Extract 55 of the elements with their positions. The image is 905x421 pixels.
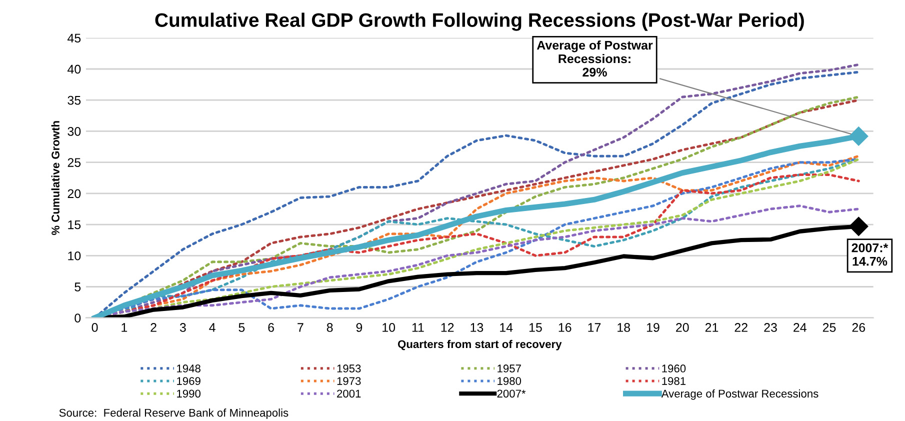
- x-tick-label: 25: [822, 323, 836, 332]
- y-tick-label: 45: [68, 34, 81, 43]
- chart-title: Cumulative Real GDP Growth Following Recessions (Post-War Period): [155, 12, 804, 31]
- x-tick-label: 13: [470, 323, 484, 332]
- x-tick-label: 3: [180, 323, 186, 332]
- x-tick-label: 10: [382, 323, 396, 332]
- y-axis-title: % Cumulative Growth: [51, 121, 60, 236]
- x-tick-label: 2: [150, 323, 156, 332]
- x-tick-label: 1: [122, 323, 128, 332]
- legend-label: 1948: [177, 364, 200, 372]
- x-tick-label: 8: [326, 323, 333, 332]
- x-axis-title: Quarters from start of recovery: [398, 340, 562, 350]
- y-tick-label: 20: [68, 189, 81, 198]
- legend-label: 1981: [662, 377, 686, 385]
- annotation: Average of Postwar Recessions: 29%: [536, 40, 653, 77]
- x-tick-label: 9: [356, 323, 362, 332]
- legend-label: 1960: [662, 364, 686, 372]
- x-tick-label: 19: [646, 323, 660, 332]
- y-tick-label: 35: [68, 96, 81, 105]
- y-tick-label: 5: [74, 282, 81, 292]
- x-tick-label: 12: [441, 323, 454, 332]
- y-tick-label: 30: [68, 127, 81, 136]
- x-tick-label: 24: [794, 323, 806, 332]
- legend-label: 1969: [177, 377, 200, 385]
- x-tick-label: 20: [676, 323, 689, 332]
- legend-label: 1980: [498, 377, 522, 385]
- legend-label: 2001: [337, 390, 361, 398]
- x-tick-label: 11: [412, 323, 424, 332]
- y-tick-label: 25: [68, 158, 81, 167]
- x-tick-label: 6: [268, 323, 274, 332]
- y-tick-label: 15: [68, 220, 81, 230]
- x-tick-label: 0: [92, 323, 98, 332]
- y-tick-label: 0: [74, 314, 81, 323]
- source-note: Source: Federal Reserve Bank of Minneapolis: [59, 408, 288, 419]
- x-tick-label: 23: [764, 323, 777, 332]
- x-tick-label: 17: [588, 323, 601, 332]
- legend-label: 1973: [337, 377, 361, 385]
- x-tick-label: 15: [529, 323, 542, 332]
- y-tick-label: 10: [68, 251, 81, 260]
- x-tick-label: 4: [209, 323, 216, 332]
- legend-label: 1953: [337, 364, 361, 372]
- x-tick-label: 7: [298, 323, 304, 332]
- x-tick-label: 22: [734, 323, 748, 332]
- legend-label: 1957: [498, 364, 521, 372]
- legend-label: 1990: [177, 390, 201, 398]
- annotation: 2007:* 14.7%: [852, 243, 888, 266]
- x-tick-label: 21: [705, 323, 718, 332]
- x-tick-label: 5: [238, 323, 245, 332]
- legend-label: Average of Postwar Recessions: [661, 389, 818, 400]
- legend-label: 2007*: [497, 390, 526, 398]
- x-tick-label: 14: [500, 323, 513, 332]
- y-tick-label: 40: [68, 64, 81, 74]
- x-tick-label: 16: [558, 323, 572, 332]
- x-tick-label: 26: [852, 323, 866, 332]
- x-tick-label: 18: [618, 323, 630, 332]
